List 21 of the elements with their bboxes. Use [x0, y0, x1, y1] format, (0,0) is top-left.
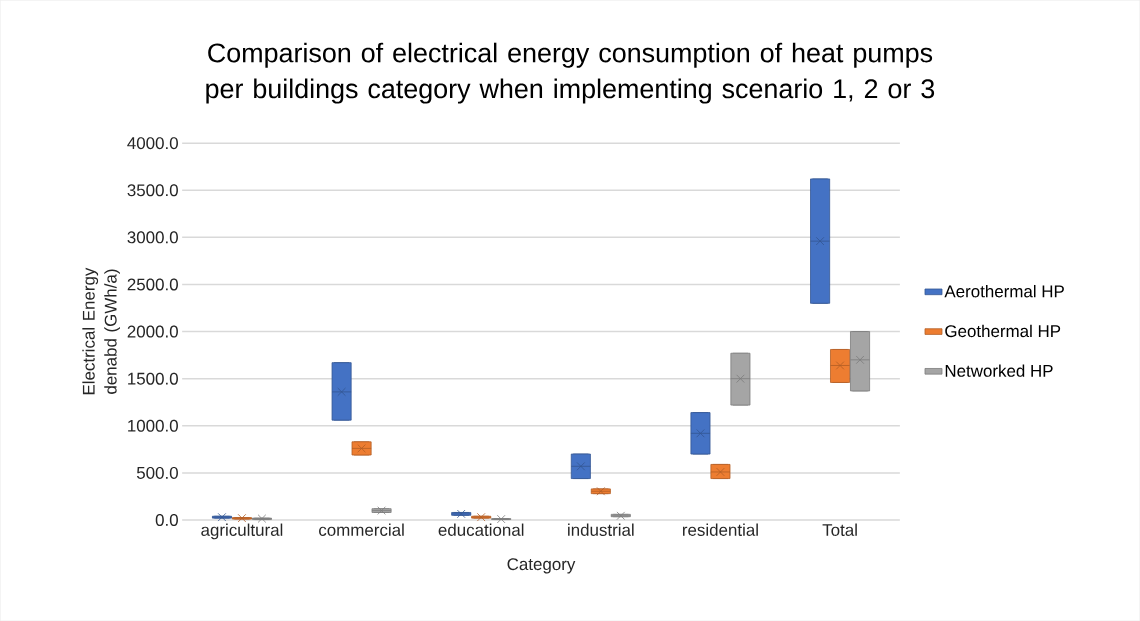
legend-label: Networked HP — [945, 364, 1053, 377]
x-axis-title: Category — [507, 558, 576, 574]
legend-label: Aerothermal HP — [944, 284, 1064, 298]
y-tick-label: 2500.0 — [127, 278, 178, 291]
x-tick-label: Total — [822, 523, 857, 536]
y-axis-title: Electrical Energy denabd (GWh/a) — [82, 267, 120, 395]
y-tick-label: 2000.0 — [127, 325, 178, 338]
x-tick-label: residential — [682, 523, 758, 536]
x-tick-label: educational — [438, 523, 524, 536]
y-tick-label: 0.0 — [155, 513, 178, 526]
x-tick-label: commercial — [319, 523, 404, 536]
x-tick-label: industrial — [568, 523, 634, 536]
chart-title: Comparison of electrical energy consumption of heat pumps per buildings category when implementing scenario 1, 2 or 3 — [206, 42, 935, 104]
y-tick-label: 1000.0 — [128, 419, 178, 432]
y-tick-label: 1500.0 — [128, 372, 178, 385]
y-tick-label: 4000.0 — [127, 137, 178, 150]
y-tick-label: 3500.0 — [127, 184, 178, 197]
y-tick-label: 500.0 — [136, 466, 178, 479]
y-tick-label: 3000.0 — [127, 231, 178, 244]
legend-label: Geothermal HP — [945, 324, 1061, 338]
x-tick-label: agricultural — [201, 523, 283, 540]
